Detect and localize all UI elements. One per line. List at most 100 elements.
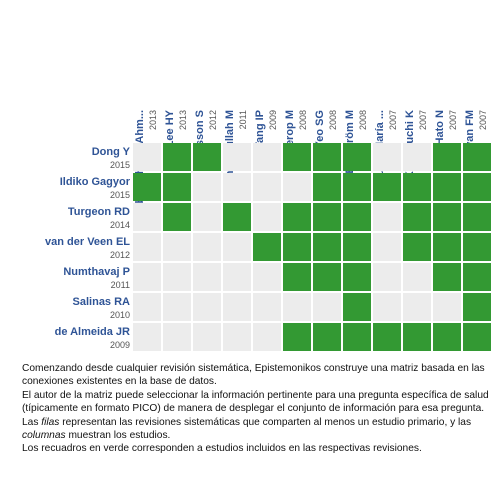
cell (403, 323, 431, 351)
column-name: Yeo SG (314, 110, 326, 149)
cell (313, 173, 341, 201)
column-name: Tang IP (254, 110, 266, 149)
cell (133, 173, 161, 201)
column-year: 2008 (298, 110, 308, 130)
cell (433, 173, 461, 201)
cell (133, 233, 161, 261)
cell (133, 323, 161, 351)
paragraph: Comenzando desde cualquier revisión sist… (22, 362, 492, 389)
paragraph: Los recuadros en verde corresponden a es… (22, 442, 492, 455)
cell (373, 143, 401, 171)
cell (133, 293, 161, 321)
cell (313, 323, 341, 351)
row-year: 2015 (110, 190, 130, 200)
cell (373, 203, 401, 231)
text: columnas (22, 430, 66, 442)
cell (283, 173, 311, 201)
cell (313, 233, 341, 261)
cell (223, 203, 251, 231)
cell (253, 233, 281, 261)
cell (223, 143, 251, 171)
cell (313, 293, 341, 321)
cell (343, 143, 371, 171)
cell (223, 233, 251, 261)
cell (373, 233, 401, 261)
cell (373, 293, 401, 321)
cell (253, 143, 281, 171)
cell (343, 293, 371, 321)
cell (343, 263, 371, 291)
cell (403, 143, 431, 171)
cell (343, 173, 371, 201)
column-year: 2012 (208, 110, 218, 130)
cell (313, 263, 341, 291)
description: Comenzando desde cualquier revisión sist… (22, 362, 492, 456)
cell (163, 203, 191, 231)
cell (373, 263, 401, 291)
cell (193, 323, 221, 351)
row-year: 2012 (110, 250, 130, 260)
cell (463, 233, 491, 261)
cell (403, 203, 431, 231)
cell (433, 263, 461, 291)
cell (463, 173, 491, 201)
row-name: Dong Y (92, 146, 131, 158)
cell (433, 143, 461, 171)
cell (253, 263, 281, 291)
text: Comenzando desde cualquier revisión sist… (22, 363, 485, 388)
cell (433, 323, 461, 351)
cell (313, 143, 341, 171)
paragraph: Las filas representan las revisiones sis… (22, 416, 492, 443)
cell (193, 293, 221, 321)
cell (463, 323, 491, 351)
cell (433, 293, 461, 321)
cell (133, 143, 161, 171)
column-name: Hato N (434, 110, 446, 146)
cell (163, 323, 191, 351)
row-year: 2015 (110, 160, 130, 170)
cell (163, 143, 191, 171)
column-name: Lee HY (164, 109, 176, 147)
cell (403, 173, 431, 201)
cell (163, 293, 191, 321)
cell (193, 263, 221, 291)
row-name: Ildiko Gagyor (60, 176, 131, 188)
cell (313, 203, 341, 231)
cell (433, 203, 461, 231)
cell (223, 263, 251, 291)
cell (373, 173, 401, 201)
cell (163, 173, 191, 201)
cell (253, 173, 281, 201)
text: Las (22, 416, 42, 428)
cell (283, 143, 311, 171)
cell (133, 203, 161, 231)
row-year: 2009 (110, 340, 130, 350)
column-year: 2009 (268, 110, 278, 130)
row-name: Turgeon RD (68, 206, 130, 218)
cell (253, 293, 281, 321)
column-year: 2007 (418, 110, 428, 130)
cell (163, 233, 191, 261)
cell (223, 323, 251, 351)
row-name: de Almeida JR (55, 326, 130, 338)
text: El autor de la matriz puede seleccionar … (22, 389, 489, 415)
cell (193, 173, 221, 201)
cell (403, 233, 431, 261)
column-year: 2011 (238, 110, 248, 129)
cell (433, 233, 461, 261)
paragraph: El autor de la matriz puede seleccionar … (22, 389, 492, 416)
text: Los recuadros en verde corresponden a es… (22, 443, 422, 455)
column-year: 2007 (388, 110, 398, 130)
row-name: Salinas RA (73, 296, 131, 308)
column-year: 2013 (148, 110, 158, 130)
text: filas (41, 416, 60, 428)
row-name: van der Veen EL (45, 236, 130, 248)
cell (343, 233, 371, 261)
cell (193, 143, 221, 171)
cell (163, 263, 191, 291)
cell (463, 203, 491, 231)
cell (223, 173, 251, 201)
column-year: 2007 (478, 110, 488, 130)
